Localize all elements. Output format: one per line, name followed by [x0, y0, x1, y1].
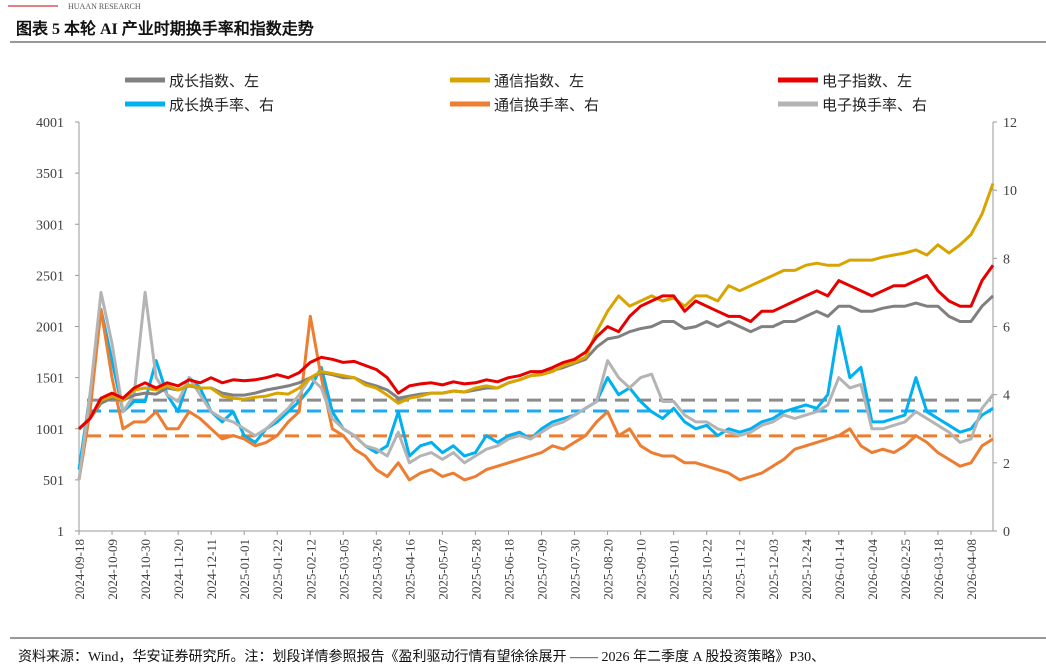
x-tick-label: 2026-03-18	[931, 539, 946, 600]
x-tick-label: 2024-11-20	[171, 539, 186, 599]
y2-tick-label: 12	[1003, 116, 1017, 131]
x-tick-label: 2025-07-09	[535, 539, 550, 600]
x-tick-label: 2024-12-11	[204, 539, 219, 599]
series-line	[77, 308, 994, 482]
y-tick-label: 3001	[36, 218, 64, 233]
series-line	[77, 294, 995, 430]
x-tick-label: 2025-08-20	[601, 539, 616, 600]
x-tick-label: 2025-05-28	[468, 539, 483, 600]
x-tick-label: 2025-01-22	[270, 539, 285, 600]
x-tick-label: 2024-10-30	[138, 539, 153, 600]
legend-label: 通信指数、左	[494, 73, 584, 90]
x-tick-label: 2025-10-01	[667, 539, 682, 600]
x-tick-label: 2026-02-04	[865, 539, 880, 600]
legend-label: 电子换手率、右	[822, 97, 927, 114]
y-tick-label: 2001	[36, 321, 64, 336]
x-tick-label: 2025-09-10	[634, 539, 649, 600]
y-tick-label: 4001	[36, 116, 64, 131]
series-line	[77, 182, 995, 430]
chart-title: 图表 5 本轮 AI 产业时期换手率和指数走势	[16, 19, 314, 38]
y-tick-label: 501	[43, 474, 64, 489]
y-tick-label: 1	[57, 525, 64, 540]
y-tick-label: 2501	[36, 269, 64, 284]
x-tick-label: 2024-10-09	[105, 539, 120, 600]
x-tick-label: 2025-12-03	[766, 539, 781, 600]
x-tick-label: 2025-03-26	[369, 539, 384, 600]
legend-label: 通信换手率、右	[494, 97, 599, 114]
x-tick-label: 2025-10-22	[700, 539, 715, 600]
x-tick-label: 2025-11-12	[733, 539, 748, 599]
y-tick-label: 3501	[36, 167, 64, 182]
source-note: 资料来源：Wind，华安证券研究所。注：划段详情参照报告《盈利驱动行情有望徐徐展…	[18, 648, 825, 665]
y2-tick-label: 8	[1003, 252, 1010, 267]
series-line	[77, 290, 995, 481]
y2-tick-label: 6	[1003, 321, 1010, 336]
x-tick-label: 2026-04-08	[964, 539, 979, 600]
y2-tick-label: 10	[1003, 184, 1017, 199]
x-tick-label: 2025-07-30	[568, 539, 583, 600]
y-tick-label: 1501	[36, 372, 64, 387]
brand: HUAAN RESEARCH	[68, 2, 141, 11]
y2-tick-label: 0	[1003, 525, 1010, 540]
x-tick-label: 2025-04-16	[402, 539, 417, 600]
legend-label: 成长换手率、右	[169, 97, 274, 114]
x-tick-label: 2025-05-07	[435, 539, 450, 600]
x-tick-label: 2025-03-05	[336, 539, 351, 600]
series-line	[77, 264, 995, 430]
y2-tick-label: 4	[1003, 389, 1010, 404]
x-tick-label: 2025-02-12	[303, 539, 318, 600]
x-tick-label: 2025-06-18	[501, 539, 516, 600]
x-tick-label: 2026-01-14	[832, 539, 847, 600]
legend-label: 电子指数、左	[822, 73, 912, 90]
x-tick-label: 2024-09-18	[72, 539, 87, 600]
y2-tick-label: 2	[1003, 457, 1010, 472]
legend-label: 成长指数、左	[169, 73, 259, 90]
x-tick-label: 2025-12-24	[799, 539, 814, 600]
x-tick-label: 2026-02-25	[898, 539, 913, 600]
x-tick-label: 2025-01-01	[237, 539, 252, 600]
y-tick-label: 1001	[36, 423, 64, 438]
